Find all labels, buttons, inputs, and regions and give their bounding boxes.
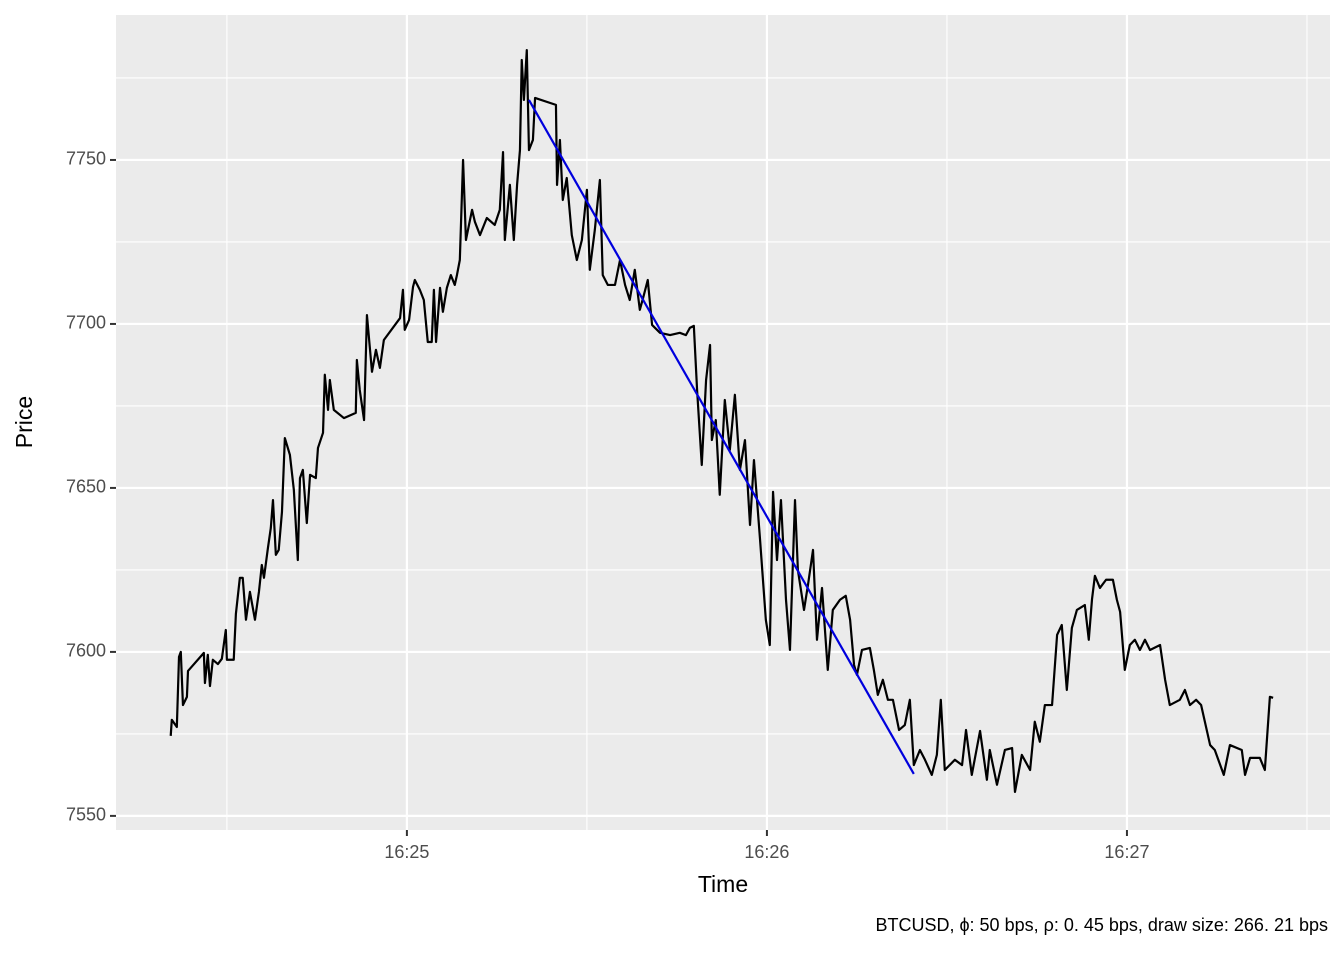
y-tick-label: 7700 (66, 313, 106, 333)
caption: BTCUSD, ϕ: 50 bps, ρ: 0. 45 bps, draw si… (875, 915, 1328, 935)
y-tick-label: 7550 (66, 805, 106, 825)
y-axis-title: Price (11, 396, 37, 448)
y-tick-label: 7600 (66, 641, 106, 661)
x-tick-label: 16:27 (1104, 842, 1149, 862)
x-tick-label: 16:26 (744, 842, 789, 862)
series-line (527, 99, 915, 775)
x-tick-label: 16:25 (384, 842, 429, 862)
y-tick-label: 7750 (66, 149, 106, 169)
x-axis-title: Time (698, 871, 748, 897)
y-tick-label: 7650 (66, 477, 106, 497)
